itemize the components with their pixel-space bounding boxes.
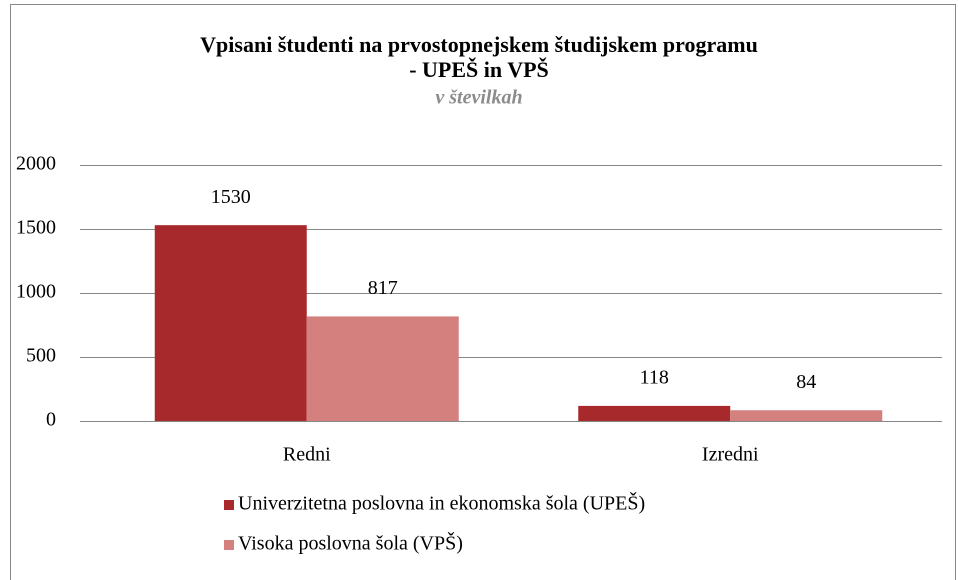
data-label: 118 — [640, 366, 669, 388]
bar — [578, 405, 731, 421]
y-tick-label: 1500 — [16, 217, 56, 239]
bar — [154, 225, 307, 421]
data-label: 1530 — [211, 186, 251, 208]
legend-label: Univerzitetna poslovna in ekonomska šola… — [238, 491, 645, 515]
legend-swatch — [224, 540, 234, 550]
bar — [306, 316, 459, 421]
x-tick-label: Redni — [283, 444, 331, 466]
chart-subtitle: v številkah — [435, 87, 522, 109]
data-label: 817 — [368, 277, 398, 299]
chart-title: - UPEŠ in VPŠ — [409, 57, 549, 82]
bar — [730, 410, 883, 421]
y-tick-label: 2000 — [16, 153, 56, 175]
x-tick-label: Izredni — [702, 444, 759, 466]
data-label: 84 — [796, 371, 816, 393]
y-tick-label: 1000 — [16, 281, 56, 303]
y-tick-label: 500 — [26, 345, 56, 367]
legend-swatch — [224, 500, 234, 510]
legend-label: Visoka poslovna šola (VPŠ) — [238, 531, 463, 555]
y-tick-label: 0 — [46, 409, 56, 431]
chart-title: Vpisani študenti na prvostopnejskem štud… — [200, 32, 758, 57]
